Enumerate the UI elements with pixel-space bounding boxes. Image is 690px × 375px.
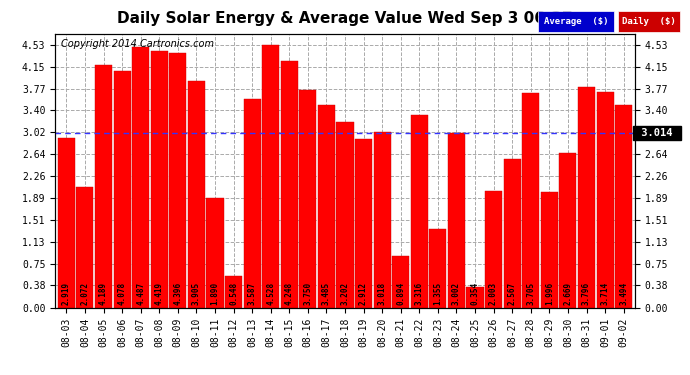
Bar [578, 87, 595, 308]
Text: 1.355: 1.355 [433, 282, 442, 304]
Text: 3.905: 3.905 [192, 282, 201, 304]
Text: 4.248: 4.248 [285, 282, 294, 304]
Text: 2.912: 2.912 [359, 282, 368, 304]
Text: 3.494: 3.494 [619, 282, 628, 304]
Bar [355, 139, 372, 308]
Bar [114, 71, 130, 308]
Text: 2.919: 2.919 [62, 282, 71, 304]
Text: 1.996: 1.996 [545, 282, 554, 304]
Bar [448, 134, 465, 308]
Text: 2.567: 2.567 [508, 282, 517, 304]
Bar [485, 191, 502, 308]
Bar [206, 198, 224, 308]
Bar [299, 90, 317, 308]
Bar [504, 159, 521, 308]
Text: 3.018: 3.018 [377, 282, 386, 304]
Text: 4.189: 4.189 [99, 282, 108, 304]
Bar [522, 93, 540, 308]
Text: 4.396: 4.396 [173, 282, 182, 304]
Bar [411, 115, 428, 308]
Text: 3.202: 3.202 [340, 282, 350, 304]
Text: 4.419: 4.419 [155, 282, 164, 304]
Text: 3.705: 3.705 [526, 282, 535, 304]
Bar [58, 138, 75, 308]
Text: Average  ($): Average ($) [544, 17, 609, 26]
Text: 3.796: 3.796 [582, 282, 591, 304]
Text: 3.014: 3.014 [635, 128, 678, 138]
Bar [429, 229, 446, 308]
Text: Daily Solar Energy & Average Value Wed Sep 3 06:27: Daily Solar Energy & Average Value Wed S… [117, 11, 573, 26]
Bar [337, 122, 353, 308]
Text: 3.002: 3.002 [452, 282, 461, 304]
Bar [188, 81, 205, 308]
Bar [150, 51, 168, 308]
Bar [281, 61, 298, 308]
Bar [132, 47, 149, 308]
Bar [77, 188, 93, 308]
Text: 4.528: 4.528 [266, 282, 275, 304]
Text: 4.487: 4.487 [136, 282, 145, 304]
Bar [225, 276, 242, 308]
Text: 2.003: 2.003 [489, 282, 498, 304]
Bar [597, 92, 613, 308]
Bar [262, 45, 279, 308]
Bar [318, 105, 335, 308]
Bar [169, 53, 186, 308]
Bar [95, 64, 112, 308]
Bar [244, 99, 261, 308]
Text: 3.750: 3.750 [304, 282, 313, 304]
Text: 3.587: 3.587 [248, 282, 257, 304]
Text: Daily  ($): Daily ($) [622, 17, 676, 26]
Bar [541, 192, 558, 308]
Bar [560, 153, 576, 308]
Bar [392, 256, 409, 308]
Text: 4.078: 4.078 [117, 282, 126, 304]
Text: 0.548: 0.548 [229, 282, 238, 304]
Text: 2.072: 2.072 [81, 282, 90, 304]
Text: Copyright 2014 Cartronics.com: Copyright 2014 Cartronics.com [61, 39, 214, 49]
Bar [373, 132, 391, 308]
Text: 0.354: 0.354 [471, 282, 480, 304]
Bar [466, 287, 484, 308]
Text: 3.485: 3.485 [322, 282, 331, 304]
Bar [615, 105, 632, 308]
Text: 3.714: 3.714 [600, 282, 609, 304]
Text: 3.316: 3.316 [415, 282, 424, 304]
Text: 1.890: 1.890 [210, 282, 219, 304]
Text: 0.894: 0.894 [396, 282, 405, 304]
Text: 2.669: 2.669 [564, 282, 573, 304]
